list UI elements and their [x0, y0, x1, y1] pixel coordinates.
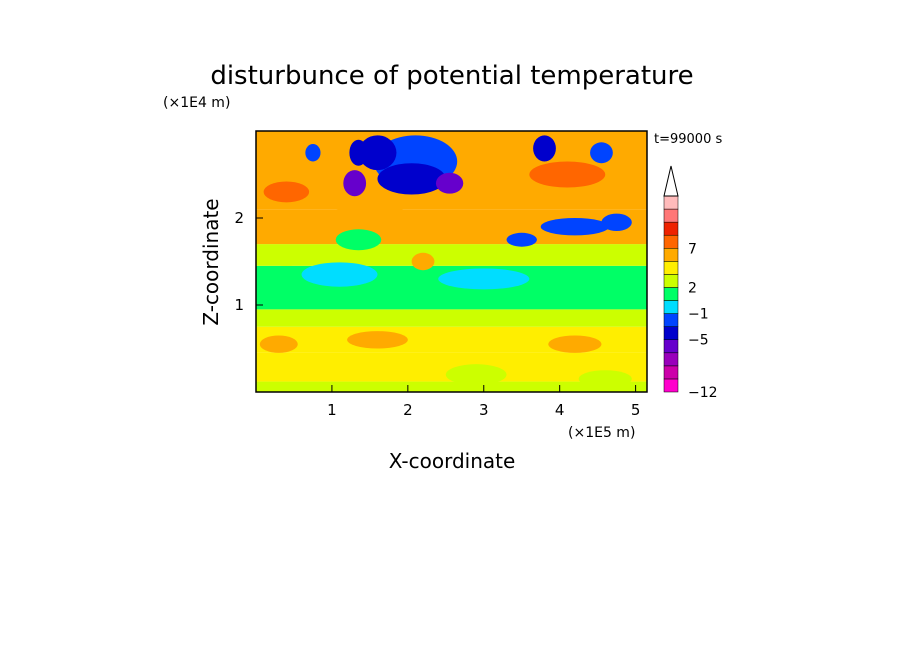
contour-feature-2 — [358, 135, 397, 171]
plot-area — [256, 131, 647, 392]
contour-feature-5 — [343, 170, 367, 197]
x-unit-label: (×1E5 m) — [568, 425, 635, 441]
contour-feature-14 — [411, 252, 435, 271]
x-tick-label: 4 — [555, 401, 565, 419]
contour-feature-22 — [548, 335, 602, 353]
colorbar-segment-12 — [663, 221, 679, 236]
y-tick-label: 2 — [234, 209, 244, 227]
contour-feature-4 — [435, 172, 464, 194]
y-unit-label: (×1E4 m) — [163, 95, 230, 111]
contour-feature-15 — [263, 248, 310, 266]
contour-feature-13 — [335, 229, 382, 251]
colorbar-label: 7 — [688, 241, 697, 257]
contour-feature-3 — [377, 163, 446, 195]
y-axis-label: Z-coordinate — [199, 198, 223, 325]
contour-layers — [256, 131, 647, 392]
colorbar-segment-9 — [663, 261, 679, 275]
colorbar-segment-8 — [663, 274, 679, 288]
contour-band-0 — [256, 381, 647, 392]
chart-title: disturbunce of potential temperature — [210, 61, 693, 91]
colorbar-segment-2 — [663, 352, 679, 367]
colorbar-label: −12 — [688, 385, 718, 401]
contour-feature-11 — [506, 232, 537, 247]
colorbar-segment-11 — [663, 234, 679, 249]
colorbar: −12−5−127 — [663, 165, 718, 401]
colorbar-extend-arrow — [663, 165, 679, 197]
colorbar-segment-14 — [663, 195, 679, 210]
colorbar-segment-3 — [663, 339, 679, 354]
contour-feature-20 — [259, 335, 298, 353]
x-tick-label: 5 — [631, 401, 641, 419]
x-axis-label: X-coordinate — [389, 449, 516, 473]
contour-feature-7 — [305, 144, 321, 162]
x-axis: 1 2 3 4 5 — [327, 385, 640, 419]
contour-features — [259, 135, 632, 388]
contour-feature-8 — [533, 135, 556, 162]
contour-feature-0 — [301, 262, 378, 287]
contour-feature-10 — [540, 218, 610, 236]
y-axis: 12 — [234, 209, 263, 314]
contour-feature-6 — [349, 139, 368, 166]
contour-band-3 — [256, 309, 647, 327]
time-label: t=99000 s — [654, 132, 722, 147]
contour-band-5 — [256, 244, 647, 266]
plot-frame — [255, 130, 648, 393]
x-tick-label: 3 — [479, 401, 489, 419]
colorbar-label: −5 — [688, 333, 709, 349]
colorbar-segment-10 — [663, 248, 679, 262]
colorbar-label: −1 — [688, 307, 709, 323]
contour-feature-17 — [331, 204, 408, 223]
contour-feature-9 — [590, 142, 613, 164]
contour-feature-19 — [529, 161, 606, 188]
contour-feature-21 — [347, 331, 408, 349]
y-tick-label: 1 — [234, 296, 244, 314]
colorbar-segment-13 — [663, 208, 679, 223]
contour-feature-12 — [601, 213, 632, 232]
colorbar-segment-5 — [663, 313, 679, 327]
x-tick-label: 2 — [403, 401, 413, 419]
x-tick-label: 1 — [327, 401, 337, 419]
colorbar-segment-6 — [663, 300, 679, 314]
contour-feature-18 — [263, 181, 310, 203]
colorbar-segment-1 — [663, 365, 679, 380]
contour-feature-23 — [445, 364, 507, 386]
colorbar-segment-7 — [663, 287, 679, 301]
contour-feature-24 — [578, 370, 632, 388]
colorbar-label: 2 — [688, 280, 697, 296]
contour-feature-16 — [438, 268, 530, 290]
colorbar-segment-4 — [663, 326, 679, 340]
colorbar-segment-0 — [663, 378, 679, 393]
